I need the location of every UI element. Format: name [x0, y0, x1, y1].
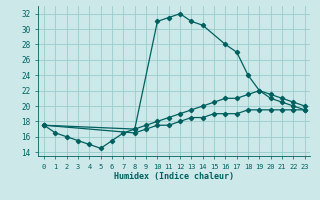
X-axis label: Humidex (Indice chaleur): Humidex (Indice chaleur)	[115, 172, 234, 181]
